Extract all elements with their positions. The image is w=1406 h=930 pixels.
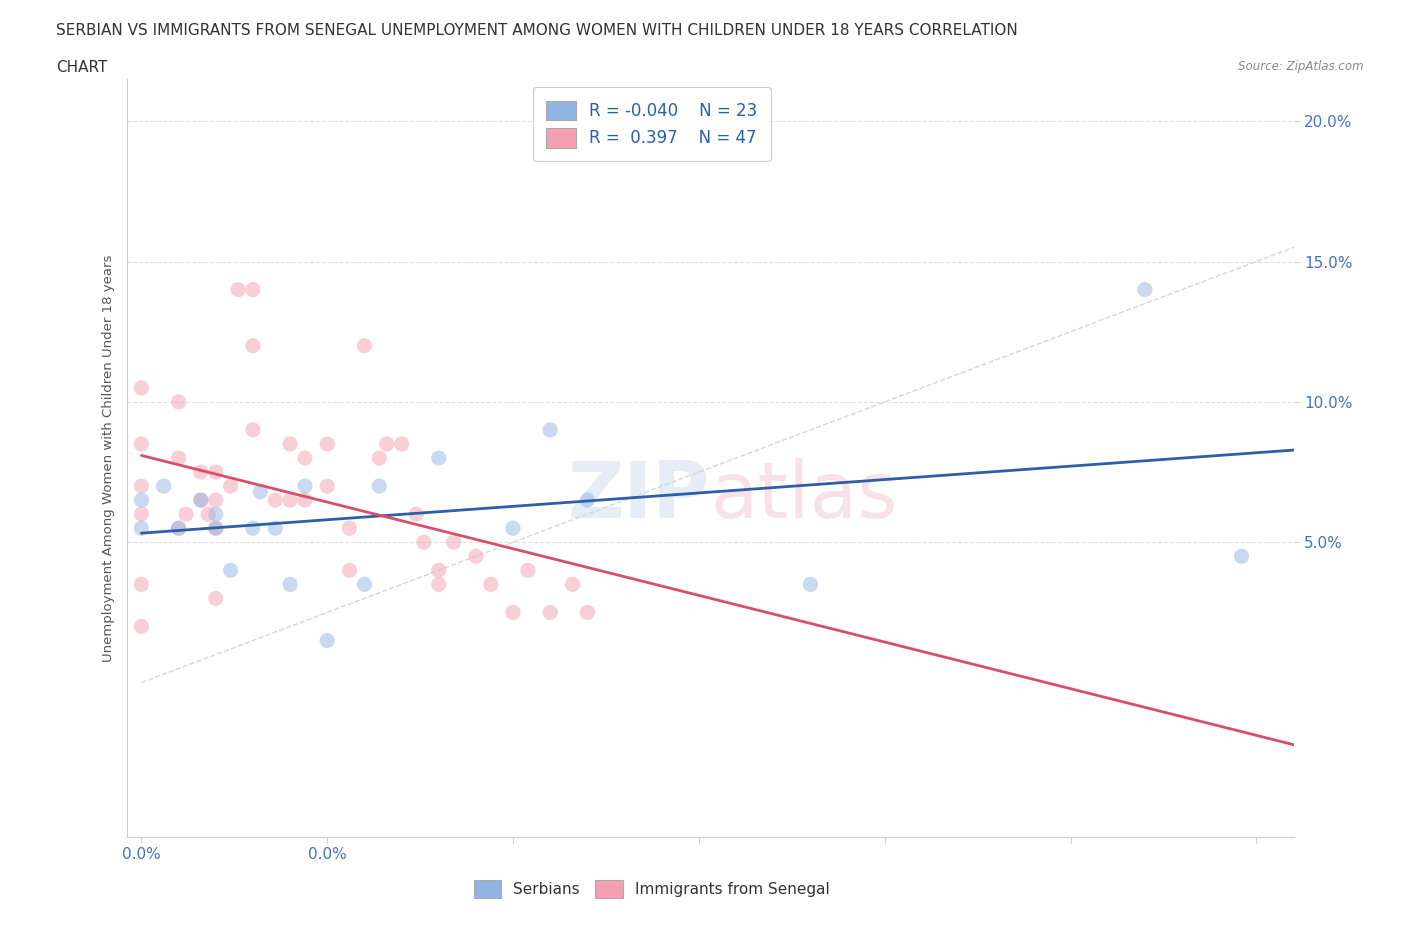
Point [427,451,450,466]
Point [264,493,287,508]
Point [576,605,599,620]
Point [294,493,316,508]
Point [131,479,153,494]
Point [174,507,197,522]
Point [167,451,190,466]
Point [799,577,821,591]
Point [405,507,427,522]
Point [443,535,465,550]
Point [1133,282,1156,297]
Point [242,422,264,437]
Point [561,577,583,591]
Text: atlas: atlas [710,458,897,534]
Point [131,436,153,451]
Point [294,479,316,494]
Point [316,436,339,451]
Point [368,479,391,494]
Point [167,394,190,409]
Point [464,549,486,564]
Point [427,563,450,578]
Point [316,633,339,648]
Point [339,521,361,536]
Point [538,422,561,437]
Point [502,521,524,536]
Point [131,619,153,634]
Text: CHART: CHART [56,60,108,75]
Point [219,479,242,494]
Point [131,493,153,508]
Point [204,521,226,536]
Point [1230,549,1253,564]
Point [516,563,538,578]
Point [204,493,226,508]
Point [226,282,249,297]
Point [391,436,413,451]
Point [479,577,502,591]
Point [131,507,153,522]
Point [131,577,153,591]
Point [204,521,226,536]
Point [131,380,153,395]
Point [204,507,226,522]
Point [242,521,264,536]
Text: ZIP: ZIP [568,458,710,534]
Point [576,493,599,508]
Point [316,479,339,494]
Point [204,465,226,480]
Point [167,521,190,536]
Point [353,577,375,591]
Point [152,479,174,494]
Point [242,282,264,297]
Point [204,591,226,605]
Point [219,563,242,578]
Point [278,493,301,508]
Point [167,521,190,536]
Point [427,577,450,591]
Y-axis label: Unemployment Among Women with Children Under 18 years: Unemployment Among Women with Children U… [103,254,115,662]
Point [197,507,219,522]
Point [190,493,212,508]
Point [502,605,524,620]
Point [278,436,301,451]
Point [242,339,264,353]
Point [294,451,316,466]
Point [278,577,301,591]
Point [264,521,287,536]
Point [353,339,375,353]
Legend: Serbians, Immigrants from Senegal: Serbians, Immigrants from Senegal [465,872,838,905]
Point [190,465,212,480]
Text: Source: ZipAtlas.com: Source: ZipAtlas.com [1239,60,1364,73]
Point [412,535,434,550]
Point [339,563,361,578]
Point [190,493,212,508]
Point [375,436,398,451]
Text: SERBIAN VS IMMIGRANTS FROM SENEGAL UNEMPLOYMENT AMONG WOMEN WITH CHILDREN UNDER : SERBIAN VS IMMIGRANTS FROM SENEGAL UNEMP… [56,23,1018,38]
Point [368,451,391,466]
Point [131,521,153,536]
Point [538,605,561,620]
Point [249,485,271,499]
